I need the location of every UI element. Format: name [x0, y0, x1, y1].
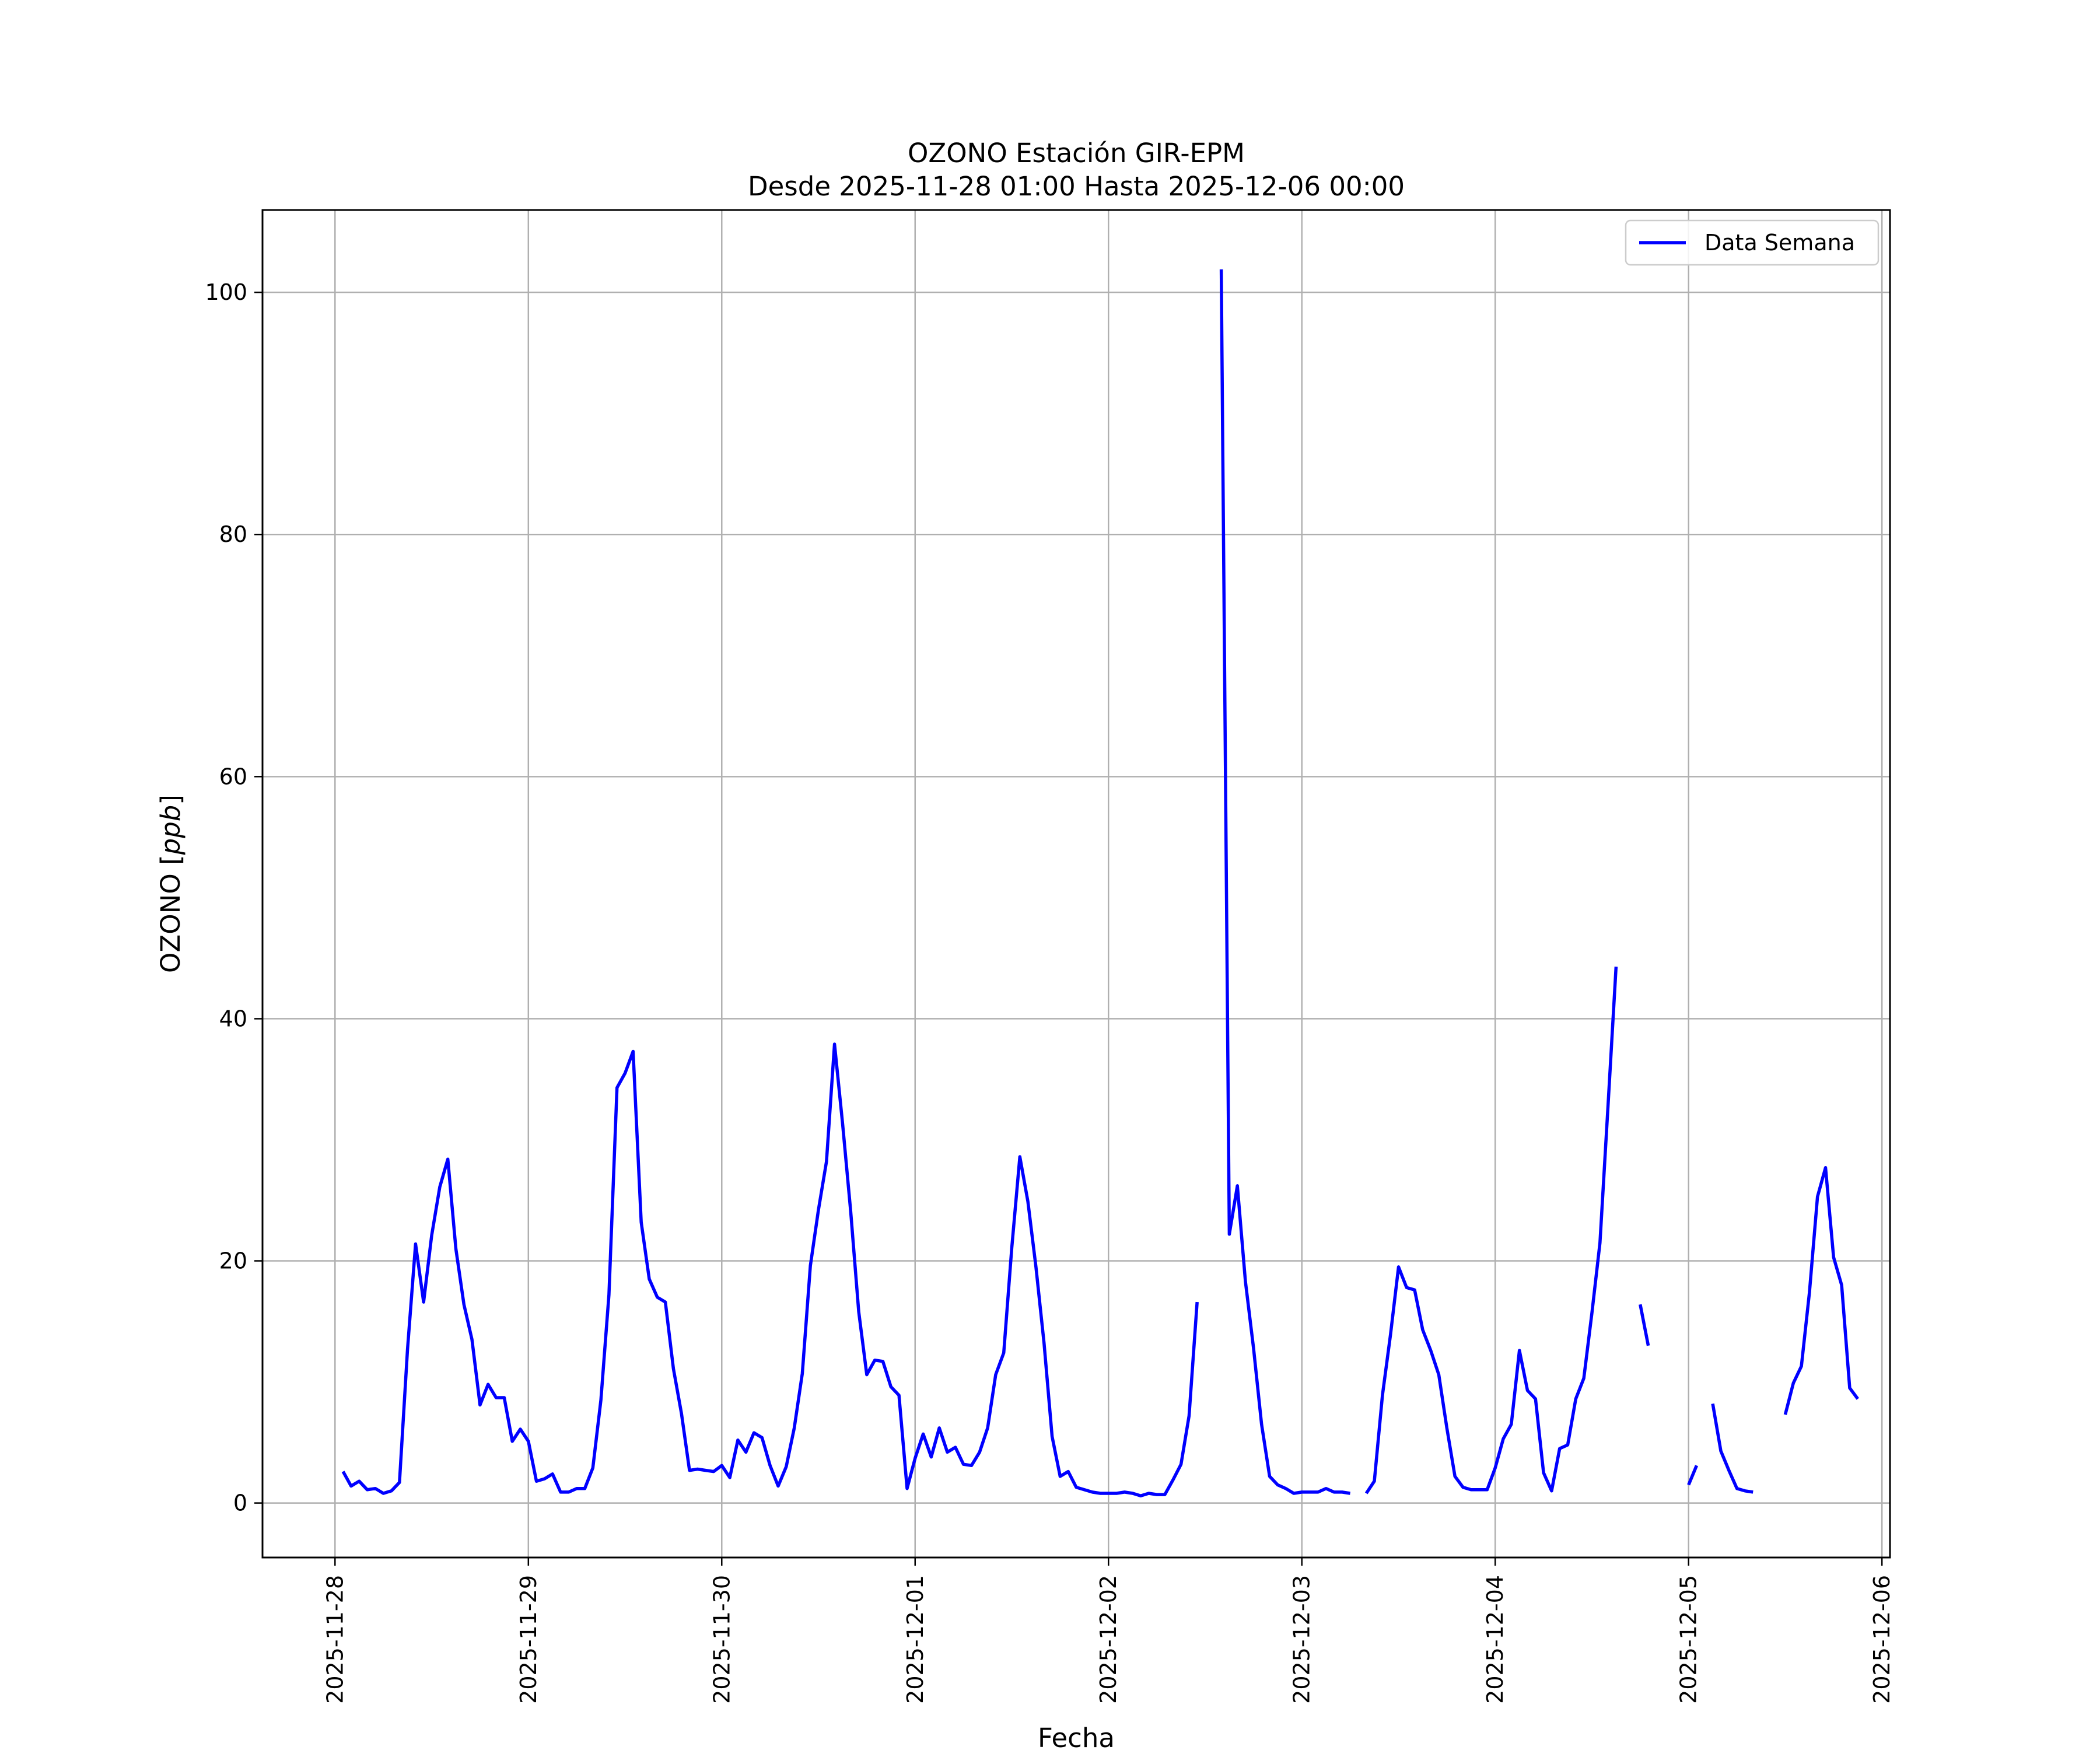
y-tick-label-80: 80 — [219, 522, 247, 547]
plot-frame — [261, 209, 1891, 1559]
x-tick-label-2025-12-06: 2025-12-06 — [1869, 1575, 1895, 1704]
y-axis-label-text: OZONO [ — [155, 855, 186, 973]
y-axis-label: OZONO [ppb] — [155, 794, 186, 973]
y-tick-label-20: 20 — [219, 1248, 247, 1274]
y-tick-label-100: 100 — [205, 279, 247, 305]
chart-title: OZONO Estación GIR-EPM — [908, 138, 1245, 169]
x-tick-label-2025-12-01: 2025-12-01 — [902, 1575, 928, 1704]
series-line-segment-0-0 — [341, 1042, 1199, 1497]
y-axis-label-close: ] — [155, 794, 186, 805]
y-axis-label-unit: ppb — [155, 805, 186, 856]
series-layer — [341, 269, 1860, 1497]
legend-label: Data Semana — [1704, 230, 1855, 256]
y-tick-label-40: 40 — [219, 1006, 247, 1031]
x-tick-label-2025-12-05: 2025-12-05 — [1676, 1575, 1702, 1704]
x-axis-label: Fecha — [1038, 1723, 1115, 1750]
series-line-segment-0-4 — [1687, 1465, 1699, 1486]
series-line-segment-0-3 — [1639, 1304, 1650, 1346]
series-line-segment-0-2 — [1364, 967, 1618, 1494]
series-line-segment-0-6 — [1783, 1166, 1860, 1415]
series-line-segment-0-1 — [1219, 269, 1351, 1495]
grid — [262, 210, 1890, 1558]
legend: Data Semana — [1625, 219, 1880, 266]
y-axis: 0 20 40 60 80 100 — [205, 279, 262, 1516]
x-tick-label-2025-11-30: 2025-11-30 — [709, 1575, 734, 1704]
y-tick-label-0: 0 — [233, 1490, 247, 1516]
y-tick-label-60: 60 — [219, 764, 247, 789]
legend-box — [1625, 219, 1880, 266]
series-line-segment-0-5 — [1711, 1403, 1754, 1494]
x-tick-label-2025-12-04: 2025-12-04 — [1482, 1575, 1508, 1704]
x-axis: 2025-11-28 2025-11-29 2025-11-30 2025-12-01… — [322, 1558, 1895, 1704]
x-tick-label-2025-12-02: 2025-12-02 — [1096, 1575, 1121, 1704]
x-tick-label-2025-11-28: 2025-11-28 — [322, 1575, 348, 1704]
chart-subtitle: Desde 2025-11-28 01:00 Hasta 2025-12-06 … — [748, 171, 1405, 202]
x-tick-label-2025-11-29: 2025-11-29 — [516, 1575, 541, 1704]
x-tick-label-2025-12-03: 2025-12-03 — [1289, 1575, 1315, 1704]
